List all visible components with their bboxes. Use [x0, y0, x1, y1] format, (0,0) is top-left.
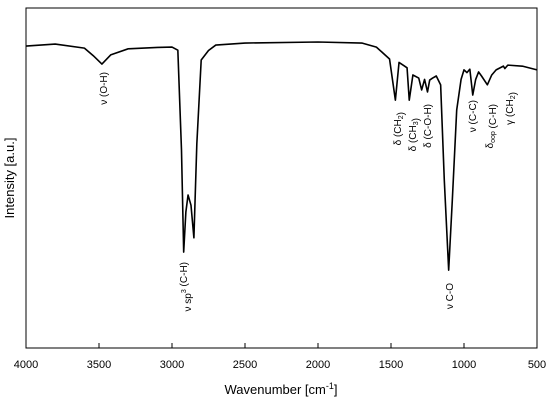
x-tick-label: 2000: [306, 359, 330, 371]
x-tick-label: 3500: [87, 359, 111, 371]
x-tick-label: 500: [528, 359, 546, 371]
annotation-text: δ: [485, 142, 496, 148]
annotation-sub: 3: [413, 121, 420, 125]
y-axis-title: Intensity [a.u.]: [2, 138, 17, 219]
x-tick-label: 4000: [14, 359, 38, 371]
spectrum-line: [25, 41, 538, 271]
annotation: ν C-O: [445, 283, 456, 309]
annotation-text: δ (CH: [408, 125, 419, 151]
annotation-sub: 2: [510, 95, 517, 99]
annotation-text: δ (C-O-H): [423, 104, 434, 148]
annotation-sup: 3: [181, 289, 188, 293]
x-axis-title: Wavenumber [cm-1]: [224, 381, 337, 397]
x-axis-title-sup: -1: [326, 381, 334, 391]
annotation: δ (CH3): [408, 118, 422, 151]
annotation: δoop (C-H): [485, 104, 499, 148]
annotation-sub: oop: [490, 131, 497, 143]
x-tick-label: 2500: [233, 359, 257, 371]
annotation-text: ν sp: [183, 293, 194, 312]
annotation-text: ): [396, 112, 407, 115]
annotation: ν (C-C): [468, 100, 479, 132]
x-axis-title-end: ]: [334, 382, 338, 397]
annotation-text: δ (CH: [393, 119, 404, 145]
annotation: γ (CH2): [505, 92, 519, 125]
annotation-text: (C-H): [179, 262, 190, 289]
x-tick-label: 1500: [379, 359, 403, 371]
annotation-text: (C-H): [488, 104, 499, 131]
x-tick-label: 1000: [452, 359, 476, 371]
annotation: ν sp3 (C-H): [179, 262, 194, 311]
annotation-text: ν C-O: [445, 283, 456, 309]
annotation: δ (C-O-H): [423, 104, 434, 148]
annotation-text: ): [411, 118, 422, 121]
annotation-text: ): [508, 92, 519, 95]
x-axis-title-text: Wavenumber [cm: [224, 382, 325, 397]
annotation: ν (O-H): [99, 72, 110, 105]
plot-frame: [25, 7, 538, 349]
annotation-sub: 2: [398, 115, 405, 119]
annotation-text: γ (CH: [505, 99, 516, 125]
annotation-text: ν (O-H): [99, 72, 110, 105]
x-tick-label: 3000: [160, 359, 184, 371]
annotation-text: ν (C-C): [468, 100, 479, 132]
annotation: δ (CH2): [393, 112, 407, 145]
